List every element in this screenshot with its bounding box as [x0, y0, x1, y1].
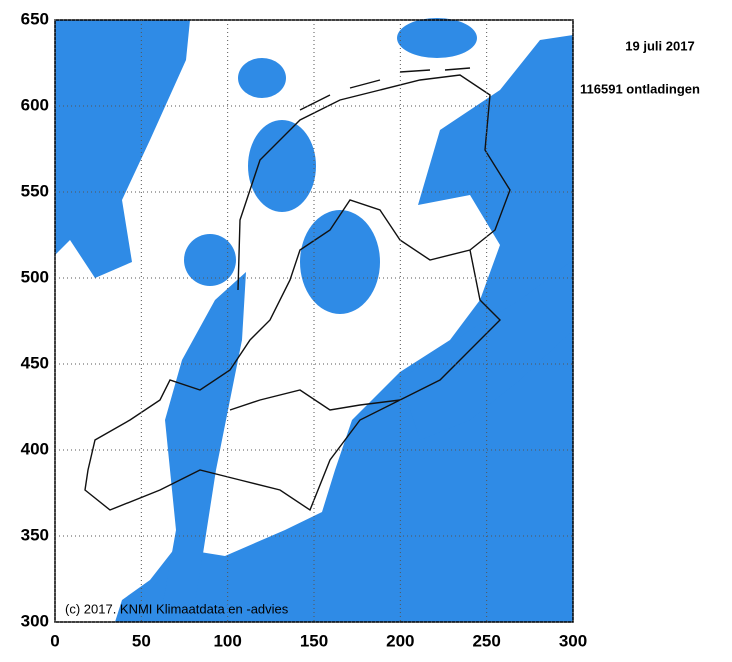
coastline	[299, 67, 471, 111]
coastline	[84, 74, 511, 512]
x-tick-label: 150	[300, 631, 328, 650]
credit: (c) 2017. KNMI Klimaatdata en -advies	[65, 601, 289, 616]
y-tick-label: 650	[21, 9, 49, 28]
coastlines	[84, 67, 511, 512]
x-tick-label: 100	[213, 631, 241, 650]
strike-area	[115, 35, 573, 622]
y-tick-label: 400	[21, 439, 49, 458]
border	[229, 389, 401, 411]
date: 19 juli 2017	[625, 38, 694, 53]
strike-area	[248, 120, 316, 212]
x-tick-label: 50	[132, 631, 151, 650]
y-tick-label: 450	[21, 353, 49, 372]
strike-area	[300, 210, 380, 314]
x-tick-label: 0	[50, 631, 59, 650]
strike-area	[160, 272, 246, 620]
x-tick-label: 200	[386, 631, 414, 650]
strike-area	[184, 234, 236, 286]
y-tick-label: 350	[21, 525, 49, 544]
x-tick-label: 300	[559, 631, 587, 650]
strike-area	[238, 58, 286, 98]
x-tick-label: 250	[472, 631, 500, 650]
y-tick-label: 300	[21, 611, 49, 630]
strike-area	[397, 18, 477, 58]
y-tick-label: 600	[21, 95, 49, 114]
strike-count: 116591 ontladingen	[580, 81, 700, 96]
y-tick-label: 500	[21, 267, 49, 286]
axes: 0 50 100 150 200 250 300 300 350 400 450 500 550 600 6…	[21, 9, 588, 650]
strike-area	[400, 260, 573, 440]
strike-density	[55, 18, 573, 622]
y-tick-label: 550	[21, 181, 49, 200]
strike-area	[55, 20, 190, 278]
